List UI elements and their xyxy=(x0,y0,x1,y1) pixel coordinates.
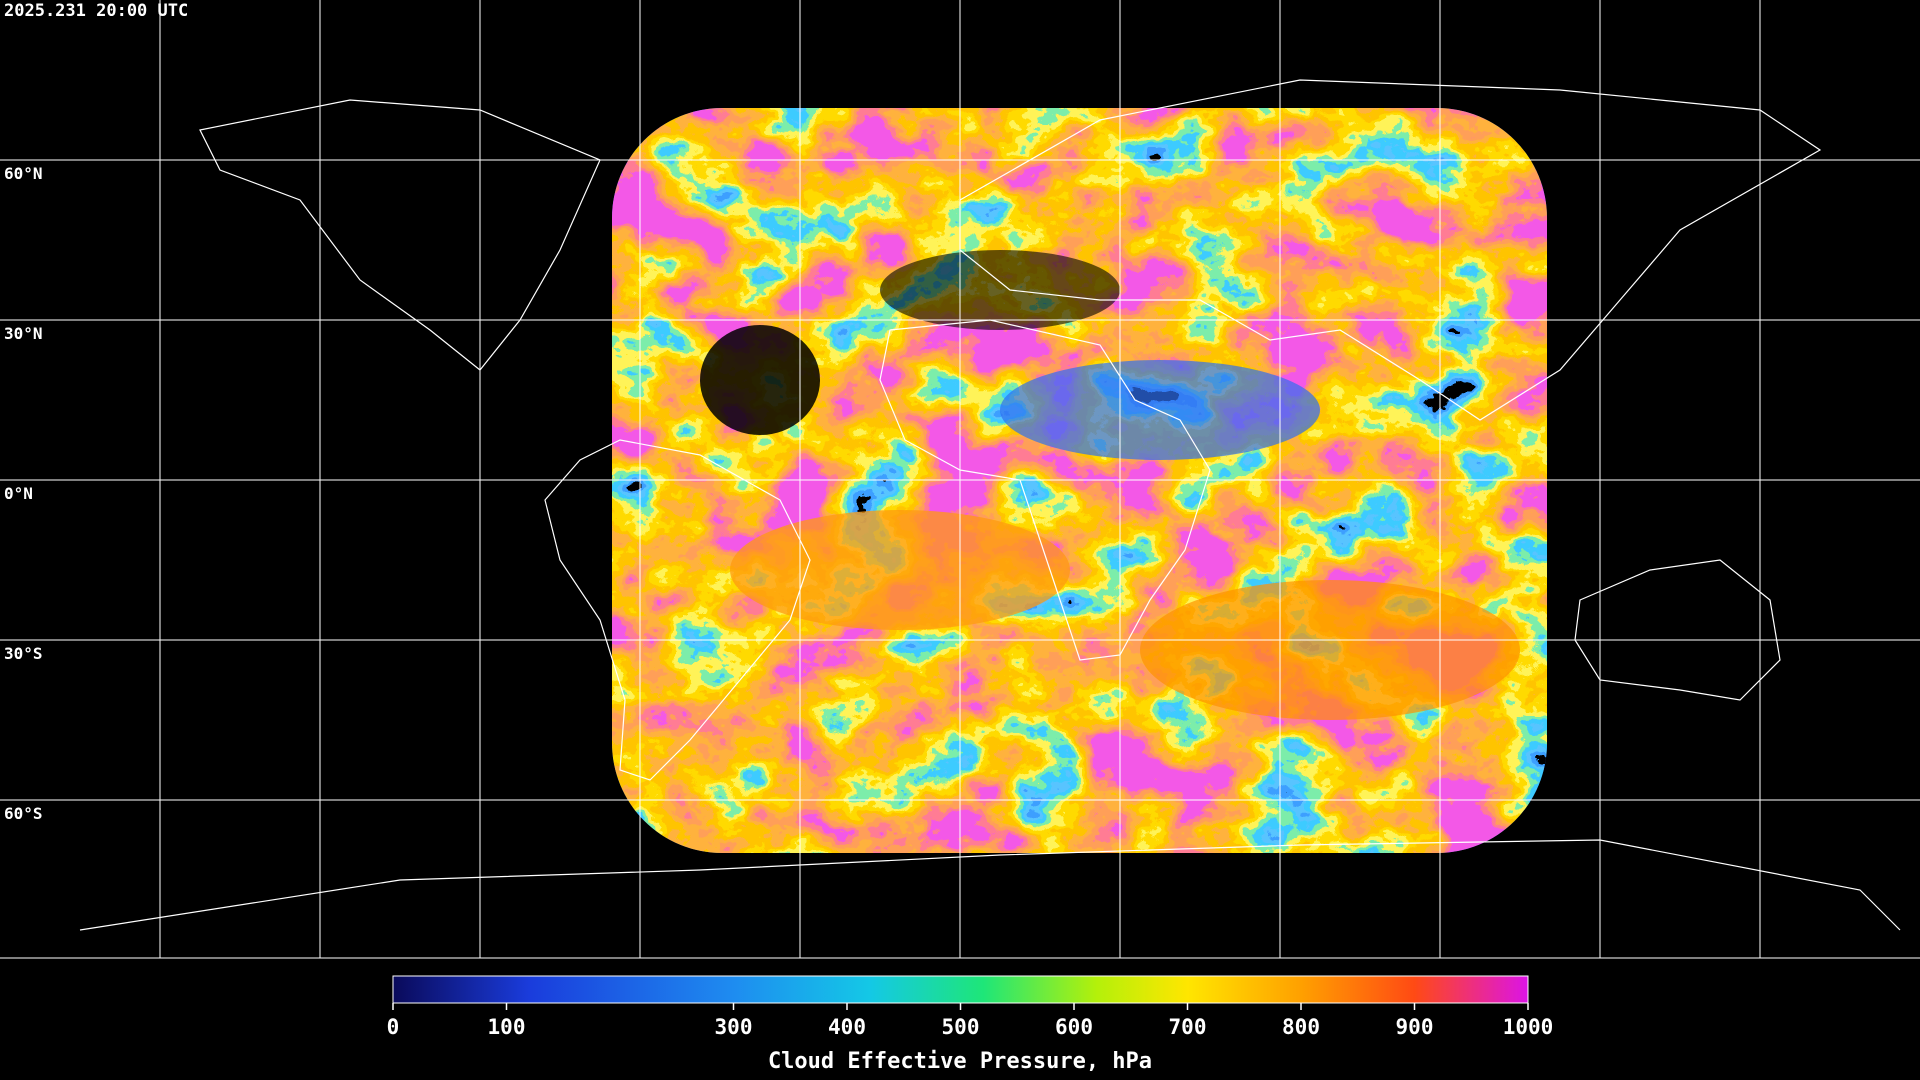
graticule xyxy=(0,0,1920,959)
colorbar-tick-label: 100 xyxy=(488,1015,526,1039)
colorbar-tick-label: 600 xyxy=(1055,1015,1093,1039)
colorbar-tick-label: 800 xyxy=(1282,1015,1320,1039)
colorbar-tick-label: 700 xyxy=(1169,1015,1207,1039)
coastline-antarctica xyxy=(79,839,1901,931)
colorbar: Cloud Effective Pressure, hPa 0 100 300 400… xyxy=(387,975,1554,1074)
cloud-region xyxy=(1000,360,1320,460)
clear-sky xyxy=(700,325,820,435)
colorbar-tick-label: 900 xyxy=(1396,1015,1434,1039)
latitude-label: 60°N xyxy=(4,164,43,183)
colorbar-gradient xyxy=(392,975,1529,1004)
latitude-label: 60°S xyxy=(4,804,43,823)
latitude-labels: 60°N 30°N 0°N 30°S 60°S xyxy=(4,164,43,823)
cloud-region xyxy=(1140,580,1520,720)
colorbar-tick-label: 400 xyxy=(828,1015,866,1039)
coastline-north-america xyxy=(199,99,601,371)
coastline-eurasia xyxy=(959,79,1822,421)
colorbar-title: Cloud Effective Pressure, hPa xyxy=(768,1049,1152,1074)
colorbar-tick-label: 300 xyxy=(715,1015,753,1039)
cloud-region xyxy=(730,510,1070,630)
clear-sky xyxy=(880,250,1120,330)
colorbar-tick-label: 500 xyxy=(942,1015,980,1039)
timestamp: 2025.231 20:00 UTC xyxy=(4,1,188,21)
colorbar-tick-label: 0 xyxy=(387,1015,400,1039)
latitude-label: 30°S xyxy=(4,644,43,663)
latitude-label: 30°N xyxy=(4,324,43,343)
colorbar-tick-label: 1000 xyxy=(1503,1015,1554,1039)
coastline-south-america xyxy=(544,439,811,781)
latitude-label: 0°N xyxy=(4,484,33,503)
